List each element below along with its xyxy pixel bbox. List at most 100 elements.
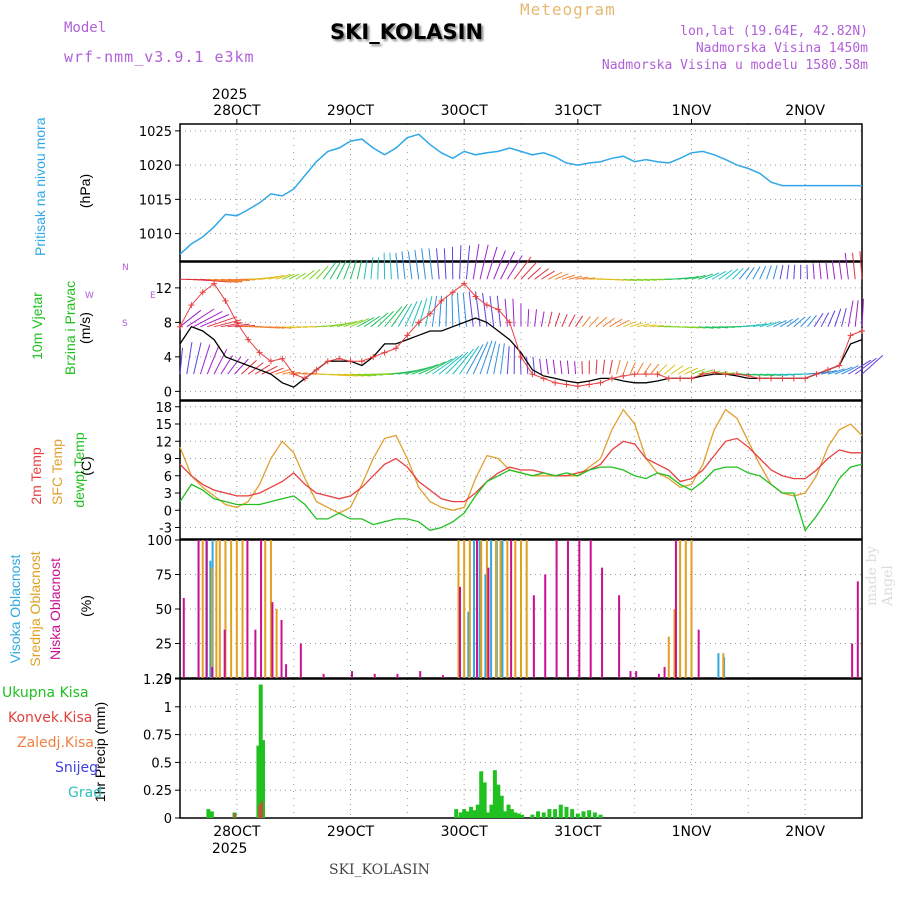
- wind-barb: [545, 358, 549, 375]
- wind-barb: [234, 324, 256, 328]
- wind-barb: [199, 344, 211, 375]
- wind-barb: [336, 320, 357, 328]
- wind-barb: [459, 345, 480, 375]
- wind-barb: [793, 316, 806, 328]
- wind-barb: [193, 342, 202, 375]
- wind-barb: [663, 364, 676, 375]
- wind-gust-marker: [370, 353, 377, 360]
- wind-barb: [609, 318, 623, 328]
- legend-snow: Snijeg: [55, 760, 99, 776]
- wind-barb: [834, 308, 842, 327]
- wind-barb: [848, 359, 872, 375]
- y-tick-label: 50: [155, 603, 172, 618]
- precip-total-bar: [592, 812, 597, 818]
- wind-gust-marker: [449, 289, 456, 296]
- wind-barb: [493, 250, 506, 280]
- wind-barb: [698, 369, 714, 375]
- wind-barb: [414, 249, 420, 280]
- wind-barb: [539, 358, 542, 375]
- wind-barb: [844, 252, 849, 280]
- wind-gust-marker: [290, 371, 297, 378]
- wind-barb: [329, 261, 342, 280]
- wind-barb: [479, 340, 493, 375]
- wind-gust-marker: [711, 369, 718, 376]
- wind-barb: [588, 316, 599, 328]
- wind-barb: [643, 324, 657, 328]
- wind-gust-marker: [381, 349, 388, 356]
- station-coords: lon,lat (19.64E, 42.82N): [680, 24, 868, 39]
- wind-barb: [622, 361, 629, 375]
- wind-gust-marker: [608, 375, 615, 382]
- y-tick-label: 0.5: [151, 756, 172, 771]
- wind-barb: [825, 261, 829, 280]
- wind-gust-marker: [222, 297, 229, 304]
- wind-barb: [698, 273, 713, 280]
- wind-barb: [401, 251, 406, 280]
- wind-barb: [854, 357, 877, 375]
- wind-barb: [818, 263, 822, 280]
- wind-barb: [336, 260, 347, 280]
- wind-barb: [643, 278, 657, 281]
- wind-gust-marker: [631, 371, 638, 378]
- precip-total-bar: [496, 784, 501, 818]
- y-tick-label: 8: [164, 316, 172, 331]
- wind-barb: [861, 355, 884, 375]
- wind-barb: [779, 264, 784, 280]
- wind-barb: [288, 273, 300, 280]
- wind-barb: [861, 298, 864, 327]
- wind-barb: [404, 366, 433, 375]
- y-tick-label: 1: [164, 701, 172, 716]
- wind-barb: [482, 292, 488, 327]
- precip-total-bar: [258, 684, 263, 818]
- wind-barb: [377, 311, 394, 328]
- wind-gust-marker: [699, 371, 706, 378]
- y-tick-label: 1010: [139, 228, 172, 243]
- precip-convective-bar: [258, 804, 261, 818]
- wind-gust-marker: [324, 358, 331, 365]
- wind-barb: [418, 361, 446, 375]
- wind-barb: [268, 274, 285, 280]
- wind-barb: [459, 245, 462, 280]
- wind-barb: [548, 271, 563, 280]
- precip-total-bar: [513, 812, 518, 818]
- wind-gust-marker: [859, 328, 865, 334]
- wind-barb: [752, 323, 768, 328]
- wind-barb: [813, 313, 824, 327]
- footer-station: SKI_KOLASIN: [329, 862, 430, 878]
- wind-barb: [745, 266, 755, 280]
- wind-barb: [616, 319, 630, 328]
- wind-barb: [425, 296, 433, 327]
- wind-barb: [425, 358, 453, 375]
- wind-barb: [623, 321, 637, 328]
- wind-barb: [445, 351, 469, 375]
- y-tick-label: 6: [164, 470, 172, 485]
- y-tick-label: 4: [164, 351, 172, 366]
- station-title: SKI_KOLASIN: [330, 20, 484, 44]
- wind-barb: [316, 265, 329, 280]
- precip-total-bar: [570, 809, 575, 818]
- wind-barb: [589, 278, 603, 280]
- wind-barb: [691, 326, 706, 329]
- wind-barb: [363, 315, 381, 328]
- wind-barb: [479, 244, 489, 280]
- wind-barb: [254, 364, 271, 375]
- y-tick-label: 0: [164, 672, 172, 687]
- wind-barb: [395, 252, 399, 280]
- precip-total-bar: [509, 809, 514, 818]
- wind-gust-marker: [836, 362, 843, 369]
- wind-barb: [268, 326, 285, 329]
- wind-barb: [357, 317, 375, 328]
- precip-total-bar: [465, 811, 470, 818]
- wind-barb: [186, 308, 215, 328]
- wind-barb: [438, 353, 464, 375]
- wind-barb: [472, 244, 480, 280]
- wind-barb: [852, 252, 856, 280]
- x-tick-label-top: 1NOV: [672, 103, 712, 119]
- precip-convective-bar: [233, 813, 236, 818]
- wind-barb: [282, 273, 295, 280]
- wind-barb: [616, 278, 631, 281]
- wind-gust-marker: [177, 323, 183, 330]
- precip-total-bar: [260, 740, 265, 818]
- wind-barb: [561, 274, 576, 280]
- wind-gust-marker: [427, 310, 434, 317]
